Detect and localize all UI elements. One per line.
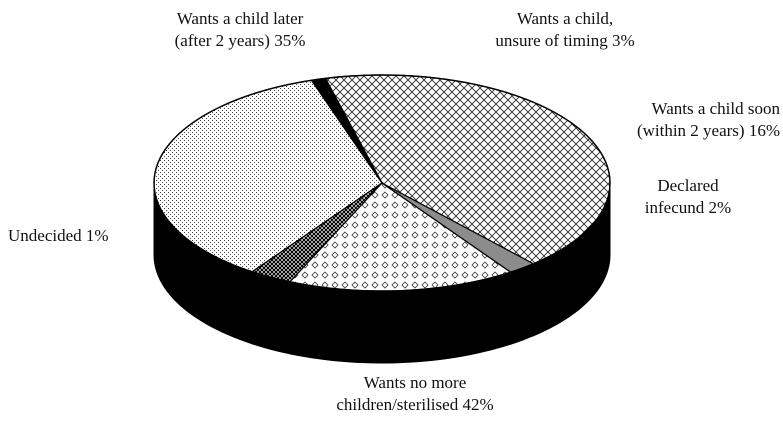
slice-label-later-line1: Wants a child later	[176, 9, 304, 28]
slice-label-soon-line1: Wants a child soon	[651, 99, 780, 118]
slice-label-soon: Wants a child soon (within 2 years) 16%	[560, 98, 780, 142]
pie-top-rim	[153, 74, 611, 292]
slice-label-later: Wants a child later (after 2 years) 35%	[130, 8, 350, 52]
slice-label-nomore-line1: Wants no more	[363, 373, 467, 392]
slice-label-infecund-line2: infecund 2%	[644, 198, 732, 217]
slice-label-nomore: Wants no more children/sterilised 42%	[300, 372, 530, 416]
slice-label-unsure-line2: unsure of timing 3%	[495, 31, 635, 50]
slice-label-soon-line2: (within 2 years) 16%	[636, 121, 780, 140]
slice-label-undecided: Undecided 1%	[8, 225, 148, 247]
slice-label-later-line2: (after 2 years) 35%	[174, 31, 306, 50]
slice-label-unsure-line1: Wants a child,	[516, 9, 614, 28]
pie-top-face	[153, 74, 611, 292]
slice-label-nomore-line2: children/sterilised 42%	[336, 395, 494, 414]
slice-label-infecund: Declared infecund 2%	[628, 175, 748, 219]
side-wall-infecund	[510, 262, 534, 345]
slice-label-infecund-line1: Declared	[657, 176, 719, 195]
slice-label-undecided-line1: Undecided 1%	[8, 226, 109, 245]
slice-label-unsure: Wants a child, unsure of timing 3%	[465, 8, 665, 52]
side-wall-unsure	[251, 271, 291, 355]
